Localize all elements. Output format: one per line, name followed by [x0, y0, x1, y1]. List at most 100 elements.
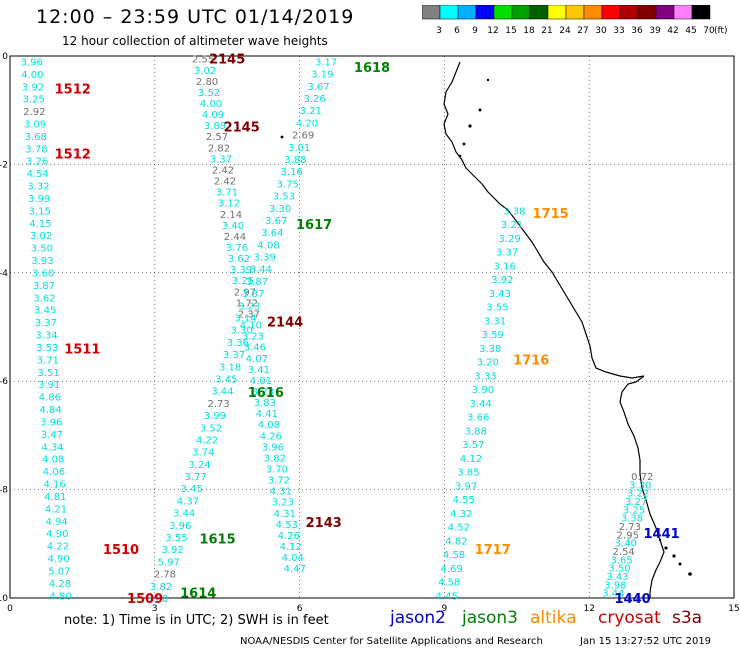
- swh-value: 3.45: [34, 306, 56, 317]
- swh-value: 3.55: [486, 303, 508, 314]
- pass-label: 1618: [354, 61, 390, 76]
- islands: [280, 78, 692, 576]
- swh-value: 2.69: [292, 131, 314, 142]
- swh-value: 3.99: [28, 194, 50, 205]
- colorbar-tick: 30: [595, 26, 607, 36]
- swh-value: 3.92: [161, 545, 183, 556]
- swh-value: 2.55: [192, 55, 214, 66]
- swh-value: 2.73: [619, 522, 641, 533]
- swh-value: 4.90: [46, 529, 68, 540]
- colorbar-tick: 33: [613, 26, 624, 36]
- swh-value: 3.88: [465, 426, 487, 437]
- colorbar-swatch: [691, 5, 711, 20]
- legend-altika: altika: [530, 608, 577, 628]
- y-tick-label: -10: [0, 594, 8, 604]
- swh-value: 4.69: [441, 564, 463, 575]
- swh-value: 3.52: [200, 423, 222, 434]
- swh-value: 4.08: [258, 420, 280, 431]
- swh-value: 3.72: [268, 476, 290, 487]
- swh-value: 4.32: [450, 509, 472, 520]
- swh-value: 3.59: [482, 330, 504, 341]
- pass-label: 2145: [209, 53, 245, 68]
- swh-value: 3.09: [24, 119, 46, 130]
- swh-value: 4.26: [278, 531, 300, 542]
- swh-value: 3.89: [204, 121, 226, 132]
- swh-value: 3.98: [604, 580, 626, 591]
- swh-value: 4.08: [257, 240, 279, 251]
- swh-value: 4.07: [246, 354, 268, 365]
- swh-value: 3.92: [22, 82, 44, 93]
- colorbar-tick: 24: [559, 26, 571, 36]
- swh-value: 4.54: [27, 169, 49, 180]
- swh-value: 3.44: [469, 399, 491, 410]
- pass-label: 1715: [532, 207, 568, 222]
- swh-value: 4.31: [274, 509, 296, 520]
- swh-value: 3.82: [150, 582, 172, 593]
- swh-value: 2.78: [154, 570, 176, 581]
- swh-value: 4.26: [260, 431, 282, 442]
- swh-value: 3.19: [311, 70, 333, 81]
- swh-value: 3.14: [234, 314, 256, 325]
- swh-value: 3.66: [467, 413, 489, 424]
- swh-value: 3.38: [503, 206, 525, 217]
- pass-label: 1617: [296, 218, 332, 233]
- swh-value: 3.51: [37, 368, 59, 379]
- x-tick-label: 6: [297, 604, 303, 614]
- swh-value: 3.87: [33, 281, 55, 292]
- swh-value: 3.64: [261, 228, 283, 239]
- y-tick-label: -4: [0, 269, 8, 279]
- swh-value: 3.39: [230, 265, 252, 276]
- swh-value: 3.31: [484, 316, 506, 327]
- swh-value: 4.04: [282, 553, 304, 564]
- swh-value: 3.74: [192, 448, 214, 459]
- swh-value: 0.72: [631, 472, 653, 483]
- swh-value: 3.34: [35, 331, 57, 342]
- colorbar-tick: 18: [523, 26, 535, 36]
- pass-label: 1512: [55, 148, 91, 163]
- swh-value: 4.00: [21, 70, 43, 81]
- swh-value: 3.25: [623, 505, 645, 516]
- swh-value: 4.22: [196, 435, 218, 446]
- swh-value: 3.38: [479, 344, 501, 355]
- swh-value: 3.62: [228, 254, 250, 265]
- swh-value: 3.53: [36, 343, 58, 354]
- swh-value: 3.85: [457, 468, 479, 479]
- units-note: note: 1) Time is in UTC; 2) SWH is in fe…: [64, 613, 329, 628]
- swh-value: 5.80: [146, 594, 168, 605]
- swh-value: 3.44: [211, 387, 233, 398]
- swh-value: 3.32: [27, 182, 49, 193]
- swh-value: 3.16: [494, 261, 516, 272]
- swh-value: 3.37: [223, 350, 245, 361]
- swh-value: 3.60: [32, 268, 54, 279]
- plot-frame: [9, 55, 735, 599]
- colorbar-tick: 70: [703, 26, 715, 36]
- pass-label: 2145: [224, 120, 260, 135]
- swh-value: 4.06: [43, 467, 65, 478]
- colorbar-tick: 45: [685, 26, 696, 36]
- swh-value: 3.92: [491, 275, 513, 286]
- swh-value: 3.40: [615, 539, 637, 550]
- swh-value: 2.57: [206, 132, 228, 143]
- swh-value: 4.37: [177, 496, 199, 507]
- x-tick-label: 0: [7, 604, 13, 614]
- swh-value: 3.62: [33, 293, 55, 304]
- grid: [9, 55, 735, 599]
- swh-value: 3.78: [25, 144, 47, 155]
- swh-value: 2.82: [208, 143, 230, 154]
- swh-value: 3.30: [269, 204, 291, 215]
- swh-value: 3.43: [489, 289, 511, 300]
- swh-value: 3.87: [242, 289, 264, 300]
- pass-label: 1440: [615, 592, 651, 607]
- colorbar-tick: 3: [436, 26, 442, 36]
- swh-value: 3.23: [242, 332, 264, 343]
- colorbar-tick: 39: [649, 26, 661, 36]
- swh-value: 3.45: [215, 374, 237, 385]
- swh-value: 4.08: [42, 455, 64, 466]
- swh-value: 4.81: [44, 492, 66, 503]
- y-tick-label: -8: [0, 486, 8, 496]
- legend-jason2: jason2: [390, 608, 446, 628]
- swh-value: 5.07: [48, 566, 70, 577]
- swh-value: 3.70: [266, 465, 288, 476]
- swh-value: 3.96: [21, 57, 43, 68]
- swh-value: 2.92: [23, 107, 45, 118]
